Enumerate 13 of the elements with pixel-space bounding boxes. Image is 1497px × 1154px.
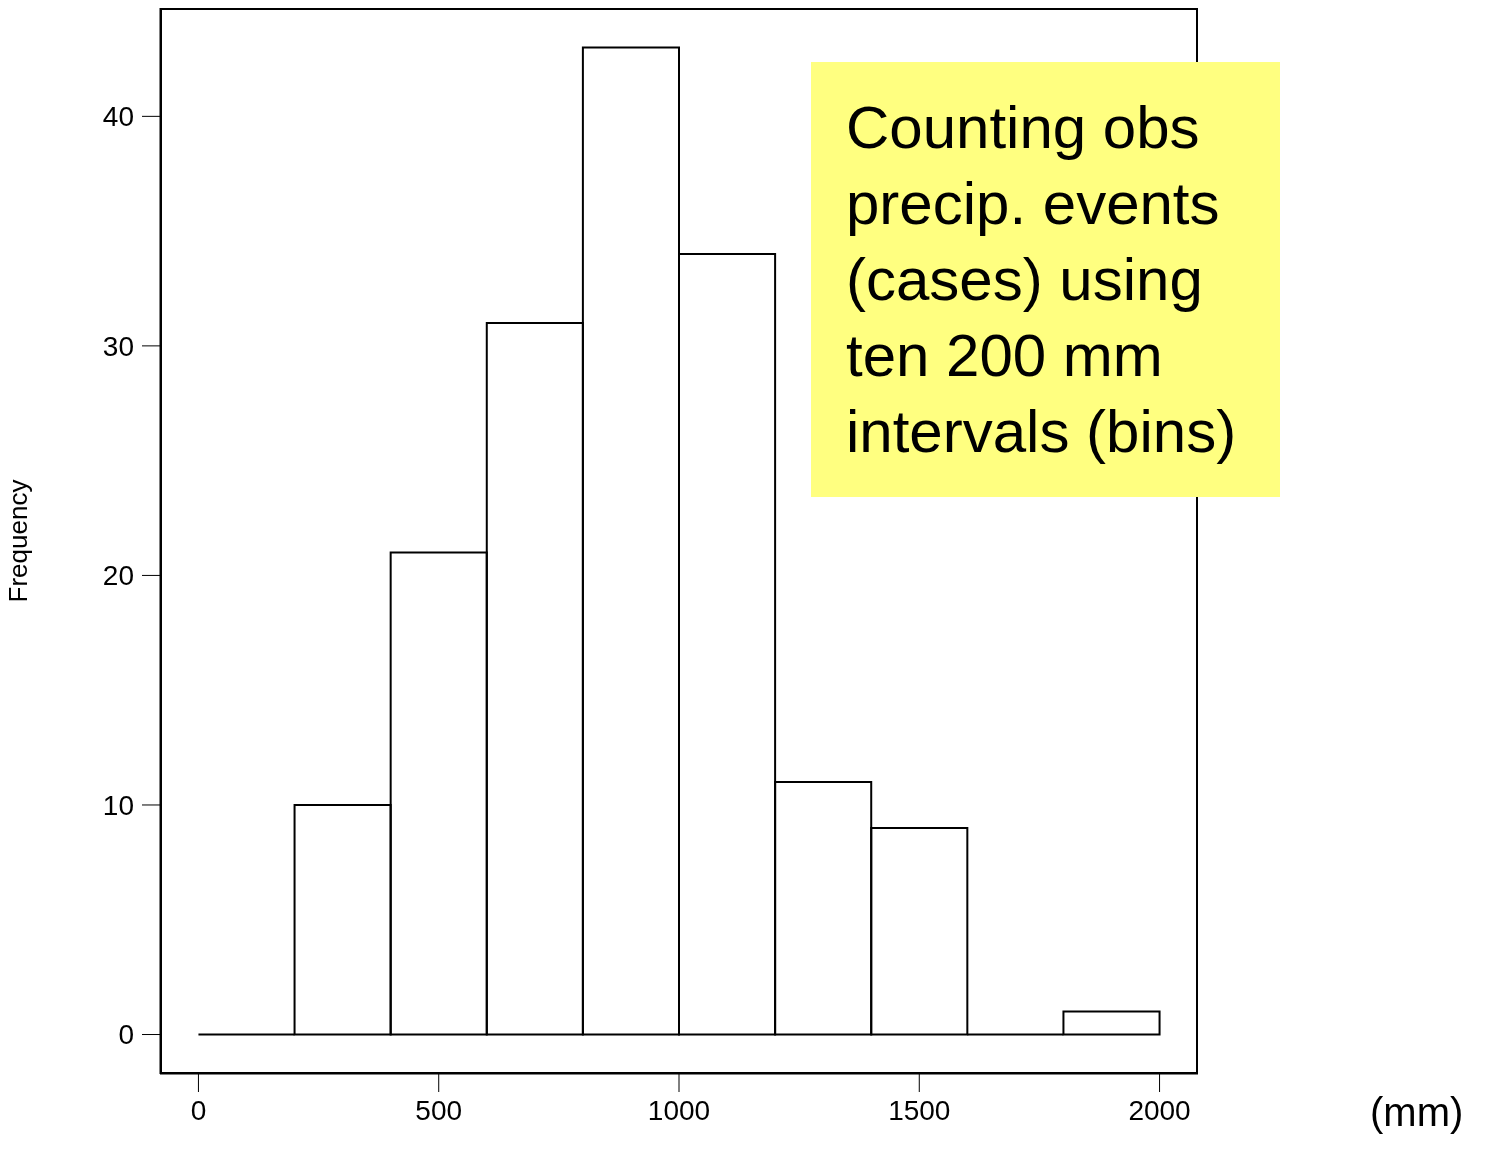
y-tick-label: 0 xyxy=(118,1019,134,1051)
y-tick-label: 10 xyxy=(102,789,134,821)
x-tick-label: 0 xyxy=(190,1094,207,1126)
y-tick-label: 30 xyxy=(102,330,134,362)
y-tick-label: 40 xyxy=(102,101,134,133)
y-tick-label: 20 xyxy=(102,560,134,592)
annotation: Counting obs precip. events (cases) using ten 200 mm intervals (bins) xyxy=(811,62,1280,497)
x-tick-label: 1500 xyxy=(888,1094,951,1126)
x-tick-label: 500 xyxy=(415,1094,463,1126)
x-axis-title: (mm) xyxy=(1370,1090,1464,1135)
y-axis-title: Frequency xyxy=(3,479,34,603)
x-tick-label: 1000 xyxy=(647,1094,711,1126)
x-tick-label: 2000 xyxy=(1128,1094,1191,1126)
